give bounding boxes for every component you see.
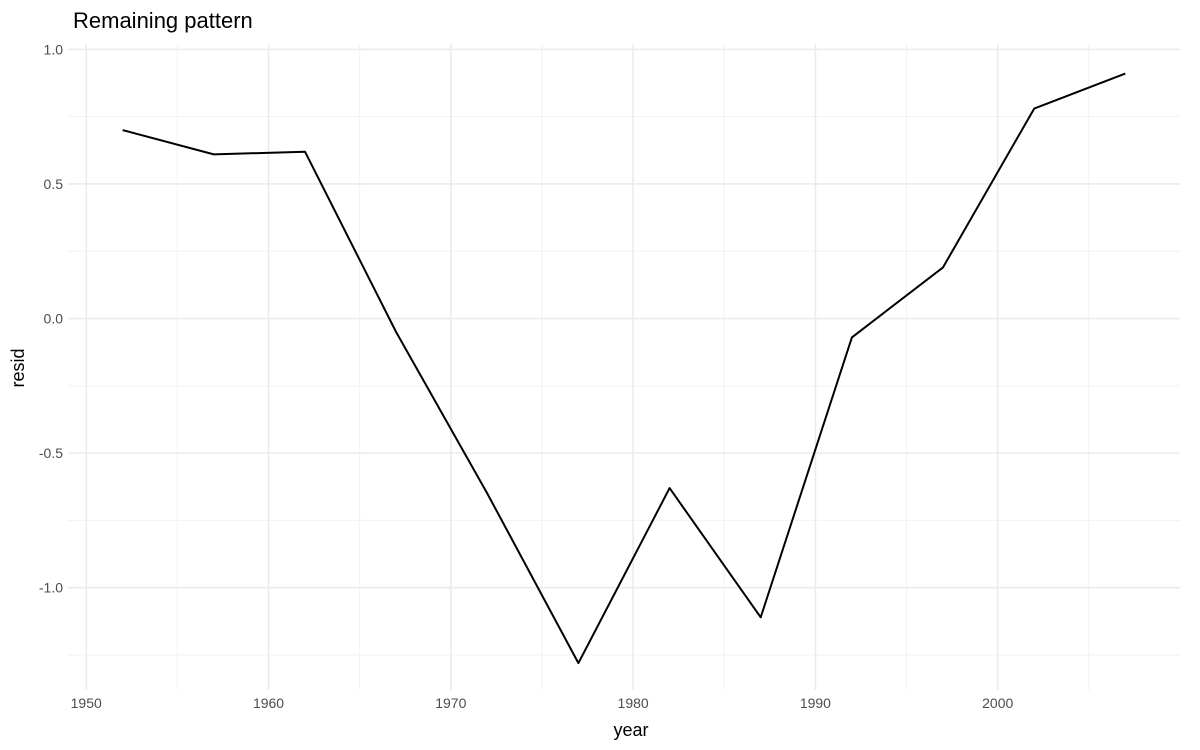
y-tick-label-1: -0.5 [39,445,63,461]
minor-x-gridlines [176,44,1090,690]
series-layer [122,72,1126,665]
minor-y-gridlines [68,116,1180,656]
major-y-gridlines [68,48,1180,589]
y-tick-label-4: 1.0 [44,41,64,57]
y-tick-label-2: 0.0 [44,311,64,327]
y-tick-label-0: -1.0 [39,580,63,596]
x-axis-title: year [613,720,648,740]
x-tick-label-3: 1980 [618,695,649,711]
x-tick-label-0: 1950 [71,695,102,711]
series-line [122,72,1126,665]
y-tick-label-3: 0.5 [44,176,64,192]
x-tick-label-1: 1960 [253,695,284,711]
y-tick-labels: -1.0 -0.5 0.0 0.5 1.0 [39,41,63,595]
x-tick-label-4: 1990 [800,695,831,711]
x-tick-labels: 1950 1960 1970 1980 1990 2000 [71,695,1014,711]
x-tick-label-2: 1970 [435,695,466,711]
chart-title: Remaining pattern [73,8,253,33]
y-axis-title: resid [8,348,28,387]
major-x-gridlines [85,44,999,690]
x-tick-label-5: 2000 [982,695,1013,711]
